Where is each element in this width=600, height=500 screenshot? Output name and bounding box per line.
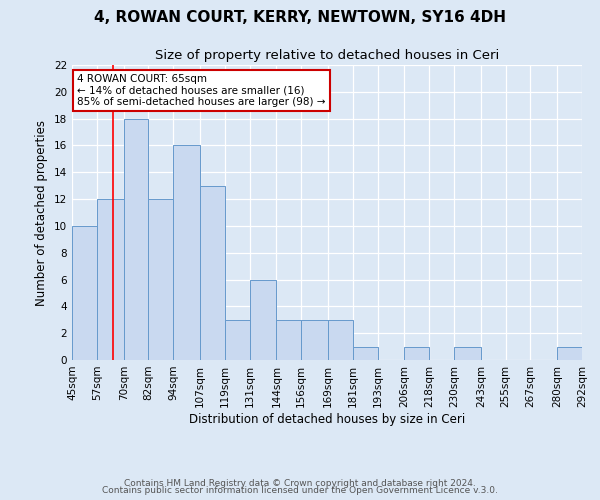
Y-axis label: Number of detached properties: Number of detached properties [35, 120, 49, 306]
X-axis label: Distribution of detached houses by size in Ceri: Distribution of detached houses by size … [189, 412, 465, 426]
Text: Contains HM Land Registry data © Crown copyright and database right 2024.: Contains HM Land Registry data © Crown c… [124, 478, 476, 488]
Bar [225, 320, 250, 360]
Text: 4 ROWAN COURT: 65sqm
← 14% of detached houses are smaller (16)
85% of semi-detac: 4 ROWAN COURT: 65sqm ← 14% of detached h… [77, 74, 326, 107]
Bar [277, 320, 301, 360]
Bar [250, 280, 277, 360]
Bar [328, 320, 353, 360]
Text: 4, ROWAN COURT, KERRY, NEWTOWN, SY16 4DH: 4, ROWAN COURT, KERRY, NEWTOWN, SY16 4DH [94, 10, 506, 25]
Bar [173, 146, 200, 360]
Bar [404, 346, 429, 360]
Title: Size of property relative to detached houses in Ceri: Size of property relative to detached ho… [155, 50, 499, 62]
Bar [454, 346, 481, 360]
Text: Contains public sector information licensed under the Open Government Licence v.: Contains public sector information licen… [102, 486, 498, 495]
Bar [353, 346, 377, 360]
Bar [97, 199, 124, 360]
Bar [301, 320, 328, 360]
Bar [72, 226, 97, 360]
Bar [124, 118, 148, 360]
Bar [557, 346, 582, 360]
Bar [200, 186, 225, 360]
Bar [148, 199, 173, 360]
